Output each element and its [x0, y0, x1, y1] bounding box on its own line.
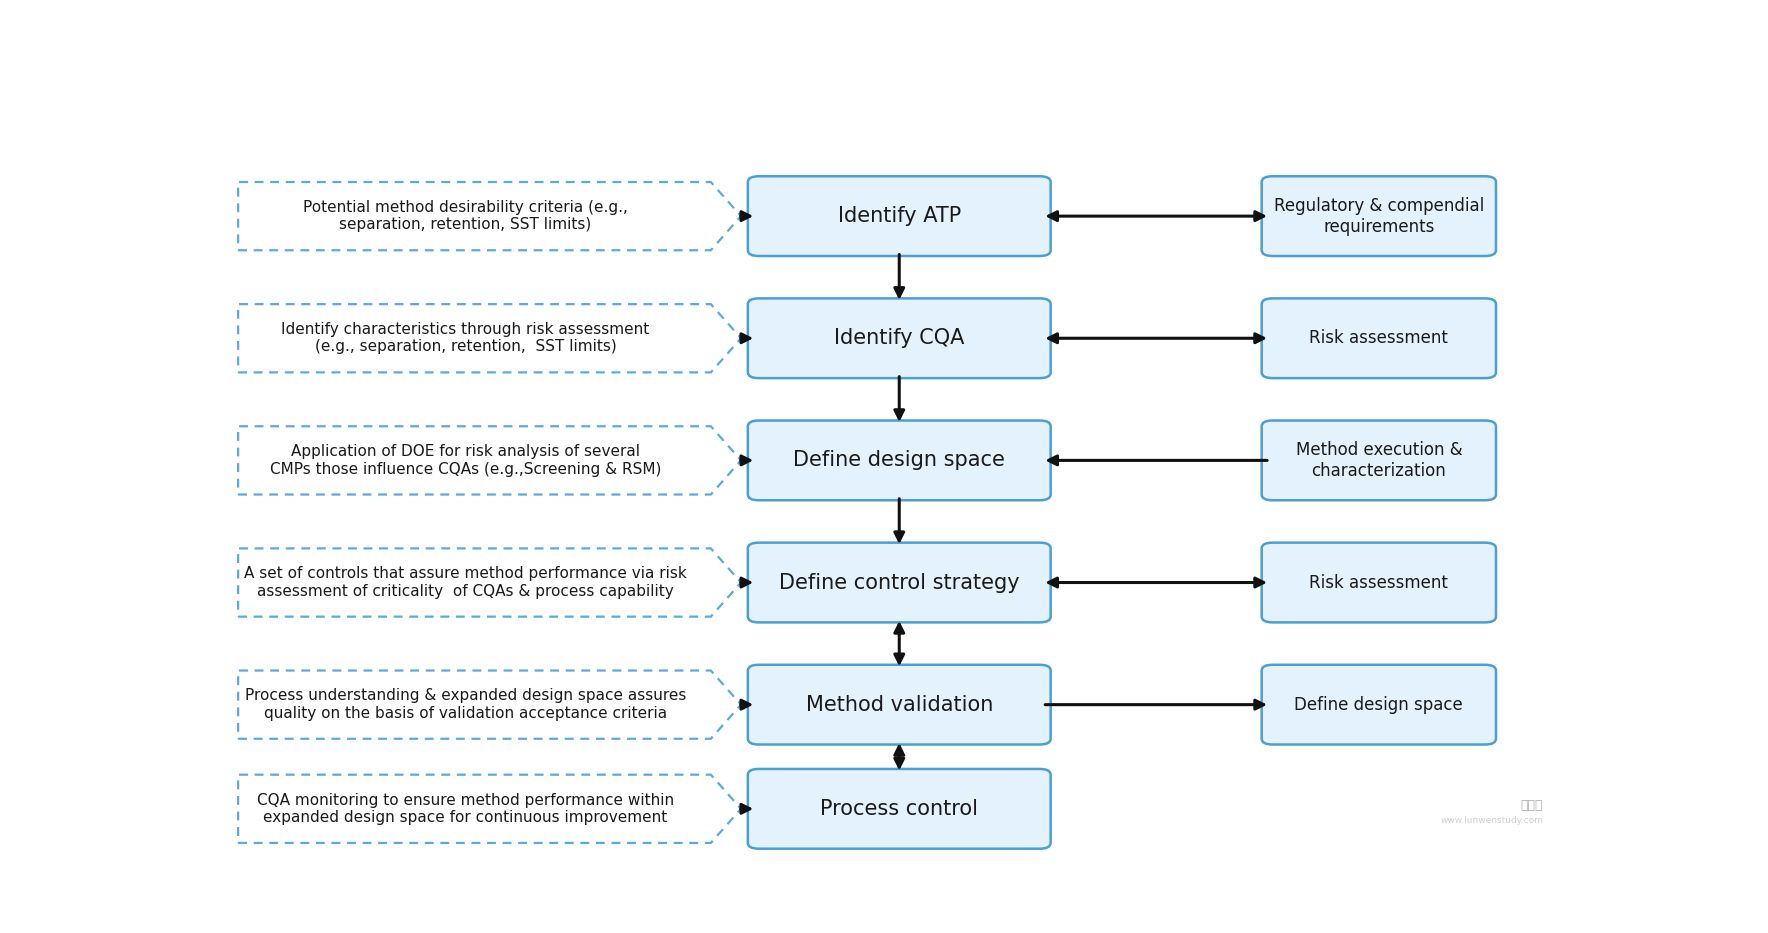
Text: Potential method desirability criteria (e.g.,
separation, retention, SST limits): Potential method desirability criteria (… [302, 200, 628, 232]
Text: Process control: Process control [820, 799, 978, 819]
FancyBboxPatch shape [1262, 665, 1496, 745]
Text: Risk assessment: Risk assessment [1310, 329, 1448, 347]
Polygon shape [239, 182, 741, 250]
Text: Method validation: Method validation [806, 695, 994, 715]
Text: Risk assessment: Risk assessment [1310, 574, 1448, 592]
FancyBboxPatch shape [748, 421, 1050, 500]
FancyBboxPatch shape [748, 176, 1050, 256]
Polygon shape [239, 549, 741, 617]
Text: Identify ATP: Identify ATP [838, 206, 960, 226]
Text: Process understanding & expanded design space assures
quality on the basis of va: Process understanding & expanded design … [244, 689, 686, 721]
FancyBboxPatch shape [748, 543, 1050, 622]
Text: Identify CQA: Identify CQA [834, 328, 964, 348]
FancyBboxPatch shape [748, 769, 1050, 849]
Text: Define control strategy: Define control strategy [780, 573, 1020, 592]
Text: CQA monitoring to ensure method performance within
expanded design space for con: CQA monitoring to ensure method performa… [256, 793, 674, 825]
Text: A set of controls that assure method performance via risk
assessment of critical: A set of controls that assure method per… [244, 566, 686, 599]
FancyBboxPatch shape [748, 299, 1050, 378]
Text: Method execution &
characterization: Method execution & characterization [1296, 441, 1462, 480]
Text: Application of DOE for risk analysis of several
CMPs those influence CQAs (e.g.,: Application of DOE for risk analysis of … [271, 444, 661, 477]
Polygon shape [239, 774, 741, 842]
Text: Define design space: Define design space [794, 451, 1006, 470]
Text: www.lunwenstudy.com: www.lunwenstudy.com [1441, 815, 1543, 825]
FancyBboxPatch shape [1262, 176, 1496, 256]
FancyBboxPatch shape [748, 665, 1050, 745]
FancyBboxPatch shape [1262, 421, 1496, 500]
FancyBboxPatch shape [1262, 299, 1496, 378]
Text: Identify characteristics through risk assessment
(e.g., separation, retention,  : Identify characteristics through risk as… [281, 322, 649, 355]
Polygon shape [239, 304, 741, 372]
Polygon shape [239, 671, 741, 739]
FancyBboxPatch shape [1262, 543, 1496, 622]
Text: Regulatory & compendial
requirements: Regulatory & compendial requirements [1273, 197, 1483, 235]
Text: Define design space: Define design space [1294, 696, 1464, 714]
Text: 学术堂: 学术堂 [1520, 800, 1543, 813]
Polygon shape [239, 426, 741, 494]
